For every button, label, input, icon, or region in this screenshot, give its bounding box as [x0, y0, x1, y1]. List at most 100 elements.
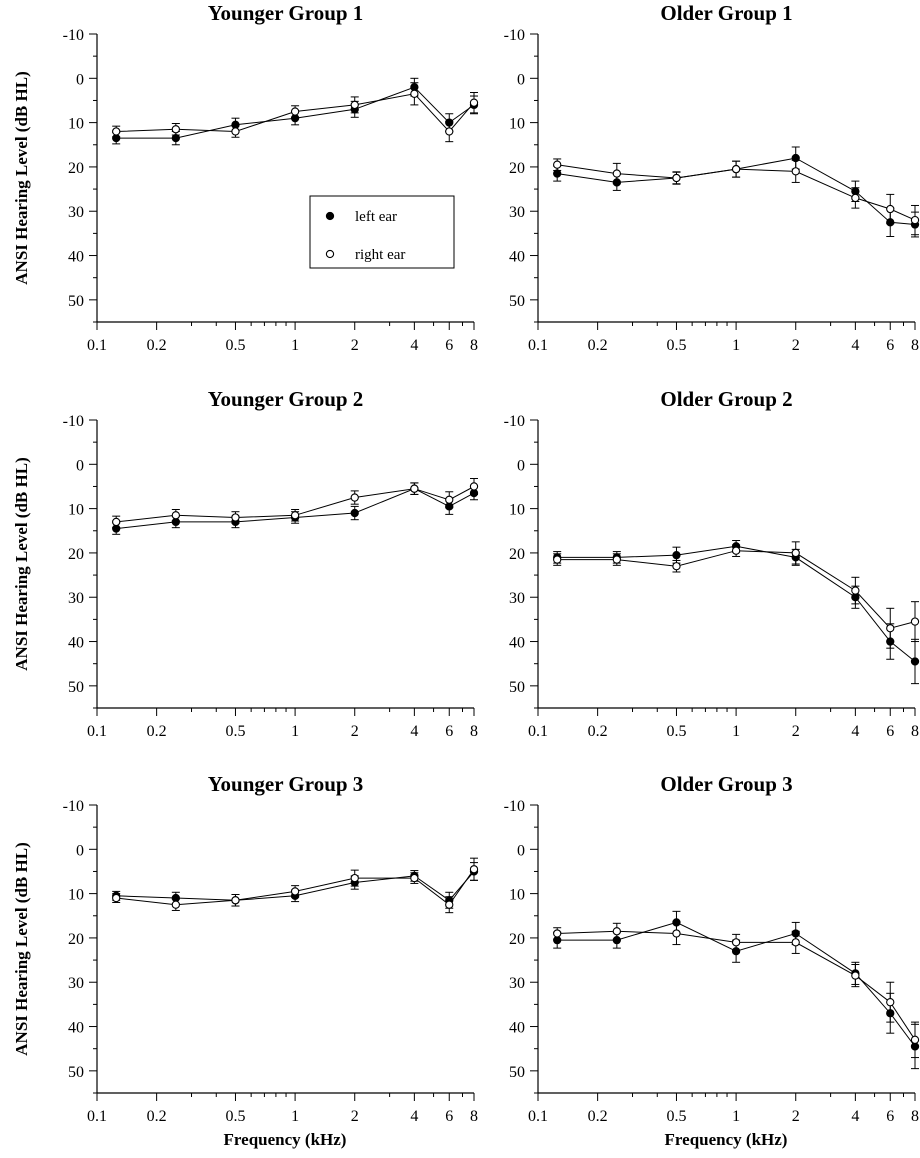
legend-marker-right	[325, 249, 335, 259]
y-tick-label: 20	[68, 931, 84, 948]
y-tick-label: 40	[509, 249, 525, 266]
x-tick-label: 0.2	[588, 337, 608, 354]
data-point	[731, 164, 741, 174]
data-point	[171, 133, 180, 143]
data-point	[910, 215, 920, 225]
y-axis-label: ANSI Hearing Level (dB HL)	[12, 71, 31, 284]
x-tick-label: 6	[886, 723, 894, 740]
x-tick-label: 1	[291, 337, 299, 354]
x-tick-label: 0.2	[588, 1108, 608, 1125]
y-tick-label: 10	[68, 116, 84, 133]
x-tick-label: 4	[851, 1108, 859, 1125]
x-tick-label: 0.1	[87, 1108, 107, 1125]
x-tick-label: 2	[792, 337, 800, 354]
x-axis-label: Frequency (kHz)	[224, 1130, 347, 1149]
x-tick-label: 0.1	[528, 337, 548, 354]
x-tick-label: 0.5	[666, 337, 686, 354]
data-point	[445, 900, 454, 909]
data-point	[553, 160, 562, 169]
x-tick-label: 8	[470, 337, 478, 354]
panel-title: Younger Group 1	[208, 1, 364, 25]
y-tick-label: 30	[509, 975, 525, 992]
y-tick-label: 50	[509, 1064, 525, 1081]
data-point	[612, 927, 621, 936]
y-tick-label: 40	[68, 249, 84, 266]
y-tick-label: 0	[76, 842, 84, 859]
panel-4: Older Group 2 -10 0 10 20 30 40 50 0.1 0.2 0.5 1 2 4 6…	[504, 387, 920, 740]
x-tick-label: 6	[886, 1108, 894, 1125]
x-tick-label: 8	[911, 723, 919, 740]
x-tick-label: 0.5	[666, 723, 686, 740]
data-point	[886, 624, 895, 633]
data-point	[851, 586, 860, 595]
x-axis-label: Frequency (kHz)	[665, 1130, 788, 1149]
x-tick-label: 8	[470, 1108, 478, 1125]
y-tick-label: 50	[68, 1064, 84, 1081]
y-tick-label: 40	[68, 1020, 84, 1037]
data-point	[410, 89, 419, 98]
panel-3: Younger Group 2 -10 0 10 20 30 40 50 0.1 0.2 0.5 1 2…	[63, 387, 479, 740]
data-point	[290, 107, 300, 116]
data-point	[553, 929, 562, 938]
data-point	[445, 127, 454, 136]
legend-label-left: left ear	[355, 209, 397, 225]
data-point	[886, 204, 895, 214]
y-tick-label: 20	[509, 931, 525, 948]
series-right-ear	[553, 921, 920, 1059]
y-tick-label: 40	[509, 1020, 525, 1037]
panel-title: Younger Group 3	[208, 772, 364, 796]
y-tick-label: 20	[509, 546, 525, 563]
data-point	[672, 929, 681, 938]
data-point	[672, 173, 681, 183]
data-point	[612, 169, 621, 178]
x-tick-label: 2	[351, 337, 359, 354]
data-point	[851, 971, 860, 980]
panel-title: Younger Group 2	[208, 387, 364, 411]
data-point	[112, 893, 121, 903]
y-tick-label: 10	[509, 887, 525, 904]
y-tick-label: 30	[68, 975, 84, 992]
y-axis-label: ANSI Hearing Level (dB HL)	[12, 842, 31, 1055]
series-left-ear	[553, 540, 920, 685]
data-point	[290, 511, 300, 520]
data-point	[350, 873, 359, 883]
y-tick-label: -10	[504, 413, 525, 430]
y-tick-label: 20	[509, 160, 525, 177]
panel-title: Older Group 3	[660, 772, 792, 796]
series-line	[116, 871, 475, 901]
x-tick-label: 0.2	[147, 723, 167, 740]
data-point	[791, 938, 800, 947]
x-tick-label: 1	[291, 1108, 299, 1125]
y-tick-label: 0	[76, 457, 84, 474]
x-tick-label: 0.1	[528, 1108, 548, 1125]
y-tick-label: 30	[509, 590, 525, 607]
data-point	[886, 998, 895, 1007]
y-tick-label: 0	[76, 71, 84, 88]
series-line	[116, 486, 475, 523]
data-point	[231, 896, 240, 905]
y-tick-label: 30	[68, 204, 84, 221]
y-tick-label: -10	[504, 27, 525, 44]
data-point	[469, 98, 479, 107]
data-point	[791, 167, 800, 176]
y-tick-label: -10	[63, 27, 84, 44]
x-tick-label: 8	[911, 1108, 919, 1125]
panel-1: Younger Group 1 -10 0 10 20 30 40 50 0.1 0.2 0.5 1 2…	[63, 1, 479, 354]
x-tick-label: 0.1	[87, 723, 107, 740]
y-axis-label: ANSI Hearing Level (dB HL)	[12, 457, 31, 670]
series-line	[557, 545, 916, 662]
data-point	[171, 900, 180, 909]
data-point	[672, 562, 681, 571]
data-point	[910, 1035, 920, 1044]
y-tick-label: 40	[68, 635, 84, 652]
series-line	[116, 93, 475, 133]
y-tick-label: 50	[68, 293, 84, 310]
data-point	[469, 865, 479, 874]
y-tick-label: 50	[68, 679, 84, 696]
x-tick-label: 6	[886, 337, 894, 354]
y-tick-label: 0	[517, 71, 525, 88]
y-tick-label: -10	[63, 413, 84, 430]
x-tick-label: 0.5	[666, 1108, 686, 1125]
y-tick-label: 10	[509, 116, 525, 133]
